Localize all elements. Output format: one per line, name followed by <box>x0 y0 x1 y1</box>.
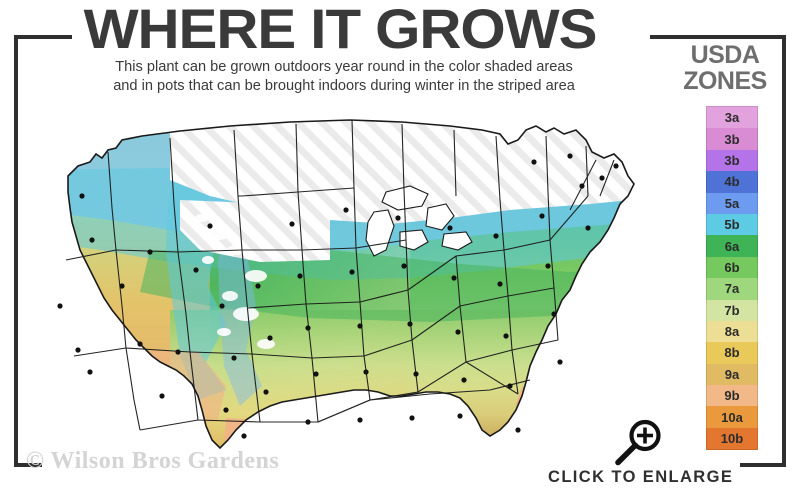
legend-swatch-label: 6b <box>724 259 740 275</box>
legend-swatch-label: 8a <box>724 324 740 340</box>
usda-hardiness-zone-map[interactable] <box>30 100 670 470</box>
legend-swatch-7b[interactable]: 7b <box>706 299 758 321</box>
subtitle-line-2: and in pots that can be brought indoors … <box>113 78 575 94</box>
frame-bottom-right-stub <box>740 463 786 467</box>
legend-swatch-label: 4b <box>724 174 740 190</box>
watermark: © Wilson Bros Gardens <box>26 448 280 474</box>
legend-swatch-label: 6a <box>724 238 740 254</box>
subtitle-text: This plant can be grown outdoors year ro… <box>24 58 664 96</box>
legend-swatch-label: 3b <box>724 131 740 147</box>
legend-swatch-4b[interactable]: 4b <box>706 171 758 193</box>
legend-swatch-10b[interactable]: 10b <box>706 427 758 451</box>
legend-swatch-7a[interactable]: 7a <box>706 278 758 300</box>
legend-swatch-label: 8b <box>724 345 740 361</box>
legend-swatch-label: 7b <box>724 302 740 318</box>
legend-swatch-label: 7a <box>724 281 740 297</box>
legend-swatch-5b[interactable]: 5b <box>706 213 758 236</box>
legend-swatch-label: 3a <box>724 110 740 126</box>
legend-heading: USDA ZONES <box>672 42 778 94</box>
legend-swatch-8b[interactable]: 8b <box>706 342 758 364</box>
legend-swatch-3b-lower[interactable]: 3b <box>706 149 758 172</box>
click-to-enlarge-label[interactable]: CLICK TO ENLARGE <box>548 468 734 486</box>
legend-swatch-label: 5b <box>724 217 740 233</box>
usda-zone-legend: 3a 3b 3b 4b 5a 5b 6a 6b 7a 7b 8a 8b 9a 9b 10a 10b <box>706 106 758 451</box>
legend-heading-line-2: ZONES <box>683 67 767 95</box>
legend-swatch-label: 5a <box>724 195 740 211</box>
legend-swatch-label: 3b <box>724 152 740 168</box>
frame-bottom-left-stub <box>14 463 42 467</box>
frame-right-edge <box>782 35 786 467</box>
frame-top-right-stub <box>650 35 786 39</box>
legend-swatch-3b-upper[interactable]: 3b <box>706 128 758 150</box>
legend-swatch-10a[interactable]: 10a <box>706 406 758 428</box>
legend-swatch-label: 9b <box>724 388 740 404</box>
legend-swatch-label: 9a <box>724 366 740 382</box>
subtitle-line-1: This plant can be grown outdoors year ro… <box>115 59 573 75</box>
frame-top-left-stub <box>14 35 72 39</box>
legend-swatch-6a[interactable]: 6a <box>706 235 758 257</box>
legend-swatch-label: 10a <box>721 409 743 425</box>
legend-swatch-8a[interactable]: 8a <box>706 320 758 343</box>
legend-swatch-3a[interactable]: 3a <box>706 106 758 129</box>
magnify-plus-icon[interactable] <box>612 418 666 466</box>
frame-left-edge <box>14 35 18 467</box>
legend-swatch-5a[interactable]: 5a <box>706 192 758 214</box>
legend-swatch-9b[interactable]: 9b <box>706 385 758 407</box>
legend-swatch-9a[interactable]: 9a <box>706 363 758 386</box>
legend-heading-line-1: USDA <box>690 41 760 69</box>
legend-swatch-label: 10b <box>720 431 744 447</box>
legend-swatch-6b[interactable]: 6b <box>706 256 758 279</box>
page-title: WHERE IT GROWS <box>83 0 598 60</box>
